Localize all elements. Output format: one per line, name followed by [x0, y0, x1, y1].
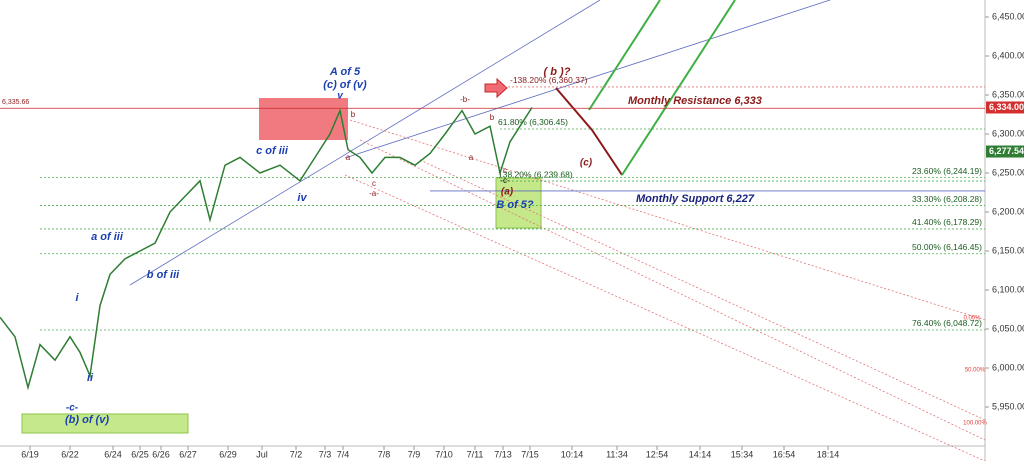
- fib-label: 76.40% (6,048.72): [912, 318, 982, 328]
- fib-label: -138.20% (6,360.37): [510, 75, 588, 85]
- green-arrow: [621, 0, 736, 176]
- projection: [555, 87, 623, 176]
- x-tick-label: 6/27: [179, 449, 197, 459]
- wave-label: ii: [87, 372, 94, 384]
- wave-label: c: [503, 166, 507, 175]
- wave-label: b: [490, 113, 495, 122]
- x-tick-label: 7/15: [521, 449, 539, 459]
- x-tick-label: 6/22: [61, 449, 79, 459]
- x-tick-label: 10:14: [561, 449, 584, 459]
- price-badge-label: 6,334.00: [989, 102, 1024, 112]
- x-tick-label: 7/10: [435, 449, 453, 459]
- arrow-icon: [484, 77, 508, 99]
- channel-line: [359, 139, 986, 441]
- x-tick-label: 6/19: [21, 449, 39, 459]
- y-tick-label: 6,100.00: [992, 284, 1024, 294]
- support-zone: [495, 177, 542, 229]
- wave-label: -b-: [460, 95, 470, 104]
- wave-label: b: [351, 110, 356, 119]
- x-tick-label: 6/25: [131, 449, 149, 459]
- x-tick-label: 11:34: [606, 449, 628, 459]
- x-tick-label: 6/24: [104, 449, 122, 459]
- wave-label: a: [469, 153, 474, 162]
- price-badge: [986, 101, 1024, 114]
- wave-label: 50.00%: [965, 368, 986, 374]
- x-tick-label: 7/2: [290, 449, 303, 459]
- y-tick-label: 6,000.00: [992, 362, 1024, 372]
- y-tick-label: 6,450.00: [992, 11, 1024, 21]
- fib-label: 50.00% (6,146.45): [912, 242, 982, 252]
- wave-label: a of iii: [91, 231, 124, 243]
- fib-label: 41.40% (6,178.29): [912, 217, 982, 227]
- y-tick-label: 5,950.00: [992, 401, 1024, 411]
- wave-label: (b) of (v): [65, 414, 109, 426]
- wave-label: (a): [501, 187, 514, 198]
- wave-label: A of 5: [329, 66, 361, 78]
- target-zone: [21, 413, 189, 434]
- wave-label: iv: [297, 192, 307, 204]
- x-tick-label: 14:14: [689, 449, 712, 459]
- fib-label: 61.80% (6,306.45): [498, 117, 568, 127]
- resistance-label: Monthly Resistance 6,333: [628, 95, 762, 107]
- wave-label: 100.00%: [963, 421, 987, 427]
- support-label: Monthly Support 6,227: [636, 193, 755, 205]
- trend-line: [344, 0, 831, 159]
- wave-label: -c-: [500, 176, 510, 185]
- wave-label: c of iii: [256, 145, 289, 157]
- y-tick-label: 6,050.00: [992, 323, 1024, 333]
- wave-label: a: [346, 153, 351, 162]
- x-tick-label: 6/29: [219, 449, 237, 459]
- y-tick-label: 6,300.00: [992, 128, 1024, 138]
- wave-label: -a-: [369, 189, 379, 198]
- x-tick-label: 7/3: [319, 449, 332, 459]
- price-line: [0, 107, 533, 391]
- wave-label: (c) of (v): [323, 79, 367, 91]
- price-badge: [986, 145, 1024, 158]
- wave-label: 0.00%: [963, 316, 981, 322]
- left-marker-label: 6,335.66: [2, 99, 29, 106]
- price-badge-label: 6,277.54: [989, 146, 1024, 156]
- channel-line: [349, 119, 986, 321]
- x-tick-label: 7/4: [337, 449, 350, 459]
- wave-label: -c-: [66, 403, 79, 414]
- x-tick-label: 12:54: [646, 449, 669, 459]
- wave-label: ( b )?: [544, 66, 571, 78]
- fib-label: 138.20% (6,239.68): [498, 169, 573, 179]
- wave-label: b of iii: [147, 269, 180, 281]
- x-tick-label: 7/11: [467, 449, 484, 459]
- channel-line: [344, 174, 986, 461]
- x-tick-label: 7/8: [378, 449, 391, 459]
- green-arrow: [588, 0, 661, 111]
- x-tick-label: 15:34: [731, 449, 754, 459]
- resistance-zone: [259, 98, 348, 140]
- wave-label: v: [337, 91, 344, 102]
- x-tick-label: 18:14: [817, 449, 840, 459]
- fib-label: 23.60% (6,244.19): [912, 166, 982, 176]
- wave-label: i: [75, 292, 79, 304]
- x-tick-label: 6/26: [152, 449, 170, 459]
- y-tick-label: 6,250.00: [992, 167, 1024, 177]
- y-tick-label: 6,200.00: [992, 206, 1024, 216]
- y-tick-label: 6,400.00: [992, 50, 1024, 60]
- fib-label: 33.30% (6,208.28): [912, 194, 982, 204]
- x-tick-label: 16:54: [773, 449, 796, 459]
- x-tick-label: 7/13: [494, 449, 512, 459]
- wave-label: (c): [580, 158, 593, 169]
- y-tick-label: 6,150.00: [992, 245, 1024, 255]
- wave-label: c: [372, 179, 376, 188]
- x-tick-label: Jul: [256, 449, 268, 459]
- wave-label: B of 5?: [496, 199, 534, 211]
- x-tick-label: 7/9: [408, 449, 421, 459]
- y-tick-label: 6,350.00: [992, 89, 1024, 99]
